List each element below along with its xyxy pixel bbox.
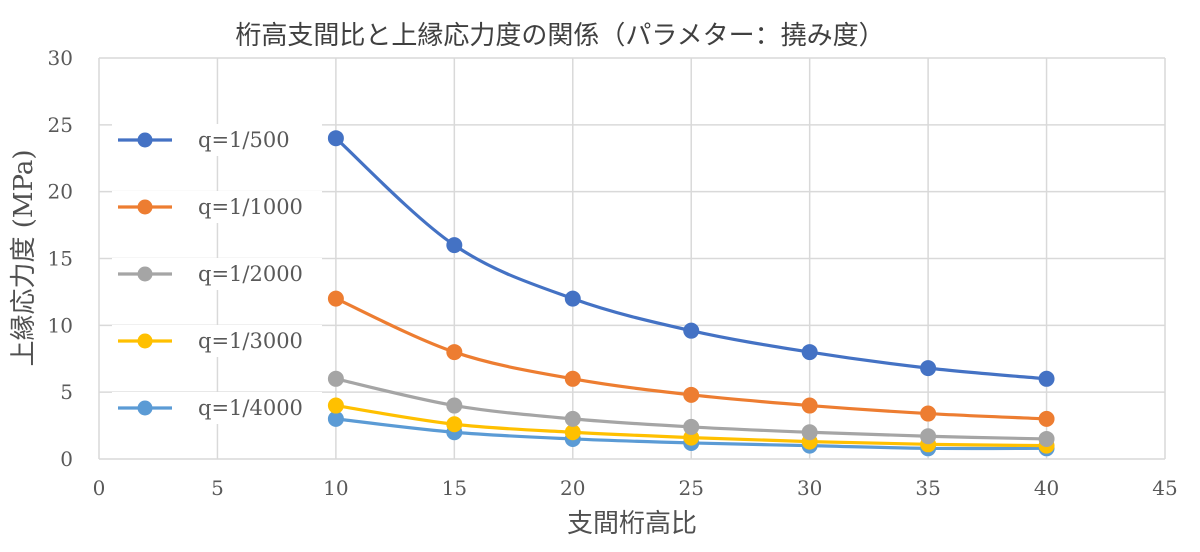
y-axis-title: 上縁応力度 (MPa): [9, 149, 39, 366]
y-tick-label: 10: [48, 313, 73, 337]
data-point: [1038, 430, 1055, 447]
data-point: [564, 410, 581, 427]
data-point: [327, 397, 344, 414]
data-point: [801, 344, 818, 361]
data-point: [683, 386, 700, 403]
x-tick-label: 30: [797, 476, 822, 500]
x-tick-label: 0: [93, 476, 106, 500]
chart-title: 桁高支間比と上縁応力度の関係（パラメター：撓み度）: [235, 21, 884, 51]
legend-label: q=1/4000: [198, 396, 303, 420]
data-point: [920, 428, 937, 445]
data-point: [446, 344, 463, 361]
data-point: [327, 130, 344, 147]
x-tick-label: 45: [1152, 476, 1177, 500]
legend-marker: [137, 132, 153, 148]
x-tick-label: 40: [1034, 476, 1059, 500]
series-markers: [327, 130, 1055, 457]
data-point: [683, 322, 700, 339]
data-point: [446, 237, 463, 254]
legend-label: q=1/3000: [198, 329, 303, 353]
data-point: [446, 416, 463, 433]
data-point: [446, 397, 463, 414]
y-tick-label: 5: [60, 380, 73, 404]
x-tick-label: 15: [442, 476, 467, 500]
x-axis-title: 支間桁高比: [567, 509, 697, 539]
tick-labels: 0 5 10 15 20 25 30 0 5 10 15 20 25 30 35 40 45: [48, 46, 1178, 500]
data-point: [327, 410, 344, 427]
y-tick-label: 30: [48, 46, 73, 70]
data-point: [564, 424, 581, 441]
data-point: [327, 370, 344, 387]
legend-marker: [137, 400, 153, 416]
x-tick-label: 20: [560, 476, 585, 500]
y-tick-label: 15: [48, 247, 73, 271]
x-tick-label: 25: [678, 476, 703, 500]
legend-label: q=1/1000: [198, 195, 303, 219]
y-tick-label: 25: [48, 113, 73, 137]
legend-marker: [137, 333, 153, 349]
data-point: [683, 418, 700, 435]
y-tick-label: 20: [48, 180, 73, 204]
x-tick-label: 5: [211, 476, 224, 500]
legend-label: q=1/500: [198, 128, 290, 152]
data-point: [801, 397, 818, 414]
legend-marker: [137, 199, 153, 215]
y-tick-label: 0: [60, 447, 73, 471]
legend-label: q=1/2000: [198, 262, 303, 286]
x-tick-label: 35: [915, 476, 940, 500]
data-point: [327, 290, 344, 307]
data-point: [564, 290, 581, 307]
data-point: [1038, 370, 1055, 387]
x-tick-label: 10: [323, 476, 348, 500]
legend-marker: [137, 266, 153, 282]
data-point: [920, 360, 937, 377]
data-point: [564, 370, 581, 387]
data-point: [920, 405, 937, 422]
data-point: [1038, 410, 1055, 427]
data-point: [801, 424, 818, 441]
legend: q=1/500 q=1/1000 q=1/2000 q=1/3000 q=1/4000: [112, 124, 322, 424]
